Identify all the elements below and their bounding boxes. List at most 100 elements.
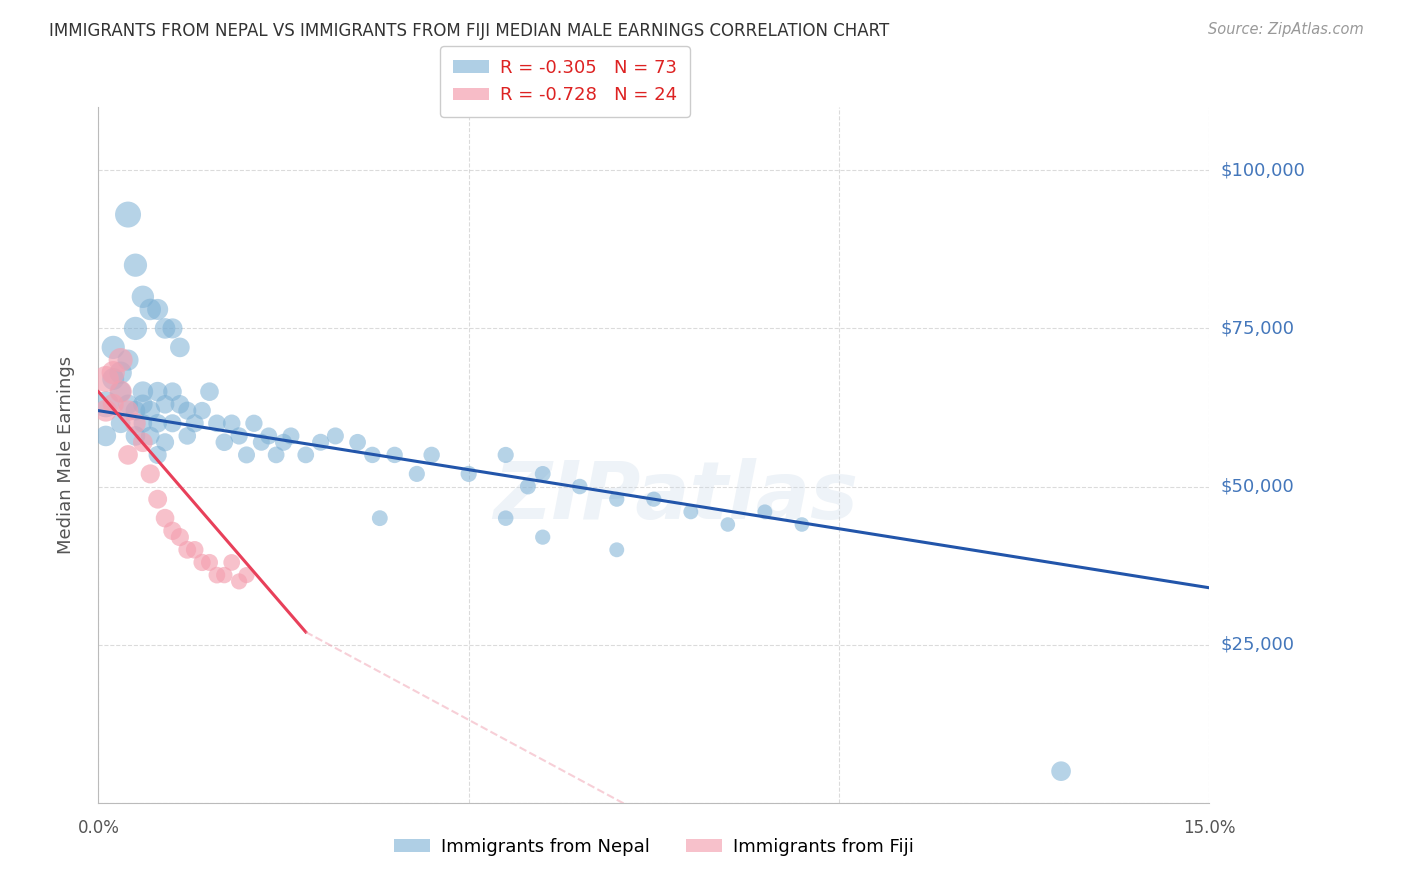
- Point: [169, 340, 191, 354]
- Point: [228, 429, 250, 443]
- Point: [94, 429, 117, 443]
- Point: [309, 435, 332, 450]
- Point: [124, 258, 146, 272]
- Point: [146, 417, 169, 431]
- Point: [531, 467, 554, 481]
- Point: [139, 429, 162, 443]
- Point: [198, 556, 221, 570]
- Point: [103, 397, 125, 411]
- Point: [132, 384, 155, 399]
- Point: [420, 448, 443, 462]
- Point: [169, 397, 191, 411]
- Point: [94, 372, 117, 386]
- Point: [132, 435, 155, 450]
- Text: $25,000: $25,000: [1220, 636, 1295, 654]
- Point: [110, 366, 132, 380]
- Text: $75,000: $75,000: [1220, 319, 1295, 337]
- Point: [124, 403, 146, 417]
- Point: [384, 448, 406, 462]
- Point: [117, 403, 139, 417]
- Point: [176, 403, 198, 417]
- Point: [273, 435, 295, 450]
- Point: [153, 321, 176, 335]
- Point: [405, 467, 427, 481]
- Point: [235, 568, 257, 582]
- Point: [221, 417, 243, 431]
- Point: [139, 403, 162, 417]
- Point: [531, 530, 554, 544]
- Point: [153, 397, 176, 411]
- Point: [103, 366, 125, 380]
- Point: [183, 417, 205, 431]
- Point: [183, 542, 205, 557]
- Point: [103, 340, 125, 354]
- Point: [191, 556, 214, 570]
- Point: [103, 372, 125, 386]
- Text: Source: ZipAtlas.com: Source: ZipAtlas.com: [1208, 22, 1364, 37]
- Point: [117, 208, 139, 222]
- Point: [146, 448, 169, 462]
- Point: [117, 397, 139, 411]
- Point: [346, 435, 368, 450]
- Point: [132, 397, 155, 411]
- Text: $50,000: $50,000: [1220, 477, 1294, 496]
- Point: [361, 448, 384, 462]
- Point: [176, 429, 198, 443]
- Point: [568, 479, 591, 493]
- Text: ZIPatlas: ZIPatlas: [494, 458, 859, 536]
- Point: [132, 417, 155, 431]
- Point: [606, 492, 628, 507]
- Point: [214, 568, 236, 582]
- Point: [94, 403, 117, 417]
- Point: [235, 448, 257, 462]
- Point: [176, 542, 198, 557]
- Y-axis label: Median Male Earnings: Median Male Earnings: [56, 356, 75, 554]
- Point: [124, 321, 146, 335]
- Point: [162, 417, 184, 431]
- Point: [1050, 764, 1073, 779]
- Point: [495, 448, 517, 462]
- Point: [250, 435, 273, 450]
- Point: [153, 435, 176, 450]
- Point: [146, 302, 169, 317]
- Point: [717, 517, 740, 532]
- Point: [368, 511, 391, 525]
- Point: [606, 542, 628, 557]
- Point: [257, 429, 280, 443]
- Point: [790, 517, 813, 532]
- Point: [205, 417, 228, 431]
- Point: [124, 429, 146, 443]
- Point: [198, 384, 221, 399]
- Point: [153, 511, 176, 525]
- Point: [457, 467, 479, 481]
- Point: [162, 524, 184, 538]
- Point: [162, 321, 184, 335]
- Point: [516, 479, 538, 493]
- Point: [325, 429, 347, 443]
- Point: [132, 290, 155, 304]
- Point: [205, 568, 228, 582]
- Point: [146, 492, 169, 507]
- Point: [243, 417, 266, 431]
- Point: [124, 417, 146, 431]
- Text: $100,000: $100,000: [1220, 161, 1305, 179]
- Point: [495, 511, 517, 525]
- Point: [110, 353, 132, 368]
- Point: [110, 384, 132, 399]
- Legend: Immigrants from Nepal, Immigrants from Fiji: Immigrants from Nepal, Immigrants from F…: [387, 831, 921, 863]
- Point: [214, 435, 236, 450]
- Point: [280, 429, 302, 443]
- Point: [264, 448, 287, 462]
- Point: [94, 397, 117, 411]
- Point: [169, 530, 191, 544]
- Point: [754, 505, 776, 519]
- Point: [110, 417, 132, 431]
- Point: [139, 467, 162, 481]
- Point: [679, 505, 702, 519]
- Point: [146, 384, 169, 399]
- Point: [221, 556, 243, 570]
- Point: [643, 492, 665, 507]
- Point: [110, 384, 132, 399]
- Point: [139, 302, 162, 317]
- Point: [294, 448, 316, 462]
